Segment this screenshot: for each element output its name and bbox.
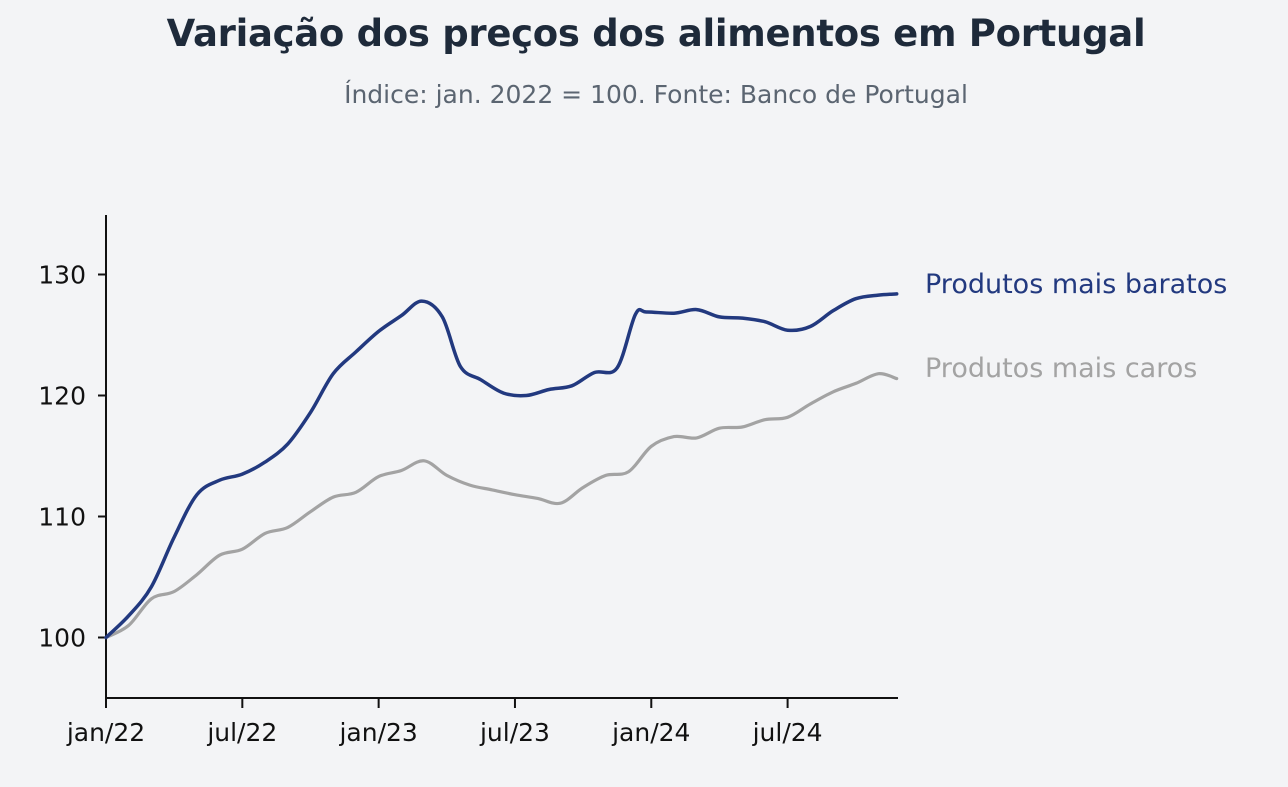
series-line-pricier-products — [104, 372, 899, 640]
chart-subtitle: Índice: jan. 2022 = 100. Fonte: Banco de… — [344, 80, 968, 109]
y-tick-label: 130 — [38, 261, 86, 290]
x-tick-label: jan/22 — [66, 718, 145, 747]
y-tick-label: 100 — [38, 624, 86, 653]
x-tick-label: jul/24 — [752, 718, 823, 747]
x-tick-label: jan/23 — [338, 718, 417, 747]
series-line-cheaper-products — [104, 292, 899, 640]
y-tick-label: 110 — [38, 503, 86, 532]
series-label-pricier-products: Produtos mais caros — [925, 353, 1197, 384]
series-label-cheaper-products: Produtos mais baratos — [925, 269, 1227, 300]
y-tick-label: 120 — [38, 382, 86, 411]
x-tick-label: jan/24 — [611, 718, 690, 747]
chart-title: Variação dos preços dos alimentos em Por… — [166, 12, 1146, 55]
x-axis: jan/22 jul/22 jan/23 jul/23 jan/24 jul/24 — [66, 697, 898, 747]
x-tick-label: jul/23 — [479, 718, 550, 747]
y-axis: 100 110 120 130 — [38, 215, 107, 698]
series-labels: Produtos mais caros Produtos mais baratos — [925, 269, 1227, 384]
series-lines — [104, 292, 899, 640]
x-tick-label: jul/22 — [206, 718, 277, 747]
